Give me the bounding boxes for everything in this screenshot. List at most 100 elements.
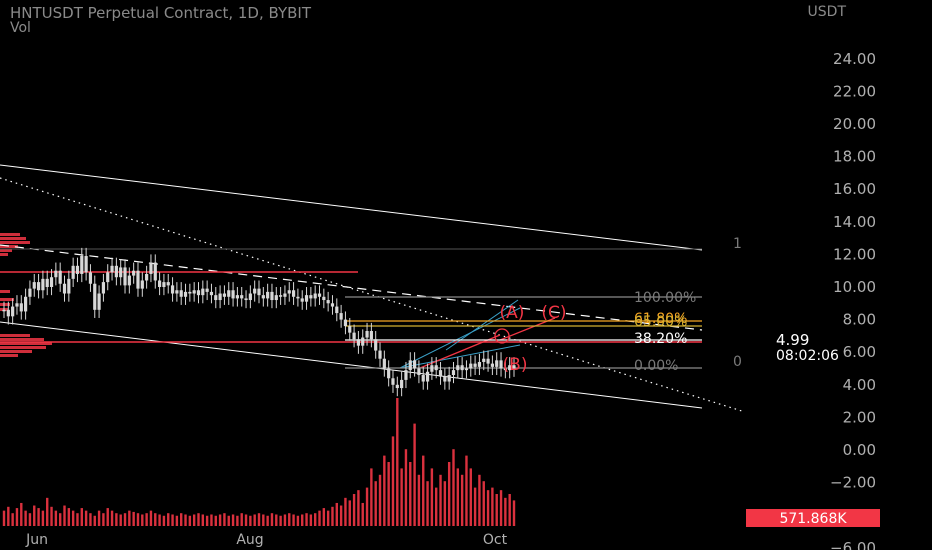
volume-bar <box>223 513 226 526</box>
candle-body <box>106 272 110 283</box>
volume-bar <box>128 510 131 526</box>
volume-indicator-label[interactable]: Vol <box>10 20 31 36</box>
candle-body <box>253 288 257 294</box>
candle-body <box>287 290 291 294</box>
candle-body <box>11 306 15 317</box>
volume-bar <box>58 513 62 526</box>
candle-body <box>136 270 140 289</box>
volume-bar <box>370 468 373 526</box>
volume-bar <box>115 513 118 526</box>
volume-profile <box>0 233 52 357</box>
candles <box>2 247 516 397</box>
elliott-wave-label: (A) <box>500 303 525 323</box>
volume-bar <box>7 506 10 526</box>
fib-level-label: 65.00% <box>634 314 687 330</box>
candle-body <box>222 293 227 297</box>
candle-body <box>348 326 352 333</box>
candle-body <box>425 371 430 382</box>
volume-bar <box>175 515 179 526</box>
candle-body <box>400 379 404 389</box>
volume-profile-bar <box>0 233 20 236</box>
volume-bar <box>309 514 313 526</box>
price-tick-label: 12.00 <box>833 245 876 263</box>
candle-body <box>19 303 23 312</box>
candle-body <box>304 295 309 302</box>
candle-body <box>183 291 188 297</box>
volume-bar <box>456 468 460 526</box>
candle-body <box>378 350 382 359</box>
volume-profile-bar <box>0 334 30 337</box>
candle-body <box>32 282 36 289</box>
candle-body <box>119 267 123 278</box>
volume-bar <box>192 514 196 526</box>
volume-bar <box>54 510 58 526</box>
volume-bar <box>119 514 122 526</box>
candle-body <box>80 256 84 274</box>
price-tick-label: 10.00 <box>833 278 876 296</box>
volume-bar <box>20 502 23 526</box>
candle-body <box>412 360 417 369</box>
volume-bar <box>97 510 101 526</box>
candle-body <box>205 288 209 292</box>
candle-body <box>512 365 516 369</box>
volume-bar <box>387 462 390 526</box>
volume-bar <box>508 494 511 526</box>
volume-bar <box>11 513 14 526</box>
candle-body <box>300 298 304 302</box>
price-tick-label: 14.00 <box>833 213 876 231</box>
volume-bar <box>335 502 338 526</box>
volume-bar <box>417 474 421 526</box>
candle-body <box>456 365 460 371</box>
candle-body <box>503 368 507 371</box>
candle-body <box>326 300 330 304</box>
volume-bar <box>275 514 278 526</box>
volume-bar <box>205 515 209 526</box>
candle-body <box>443 376 447 382</box>
volume-bar <box>37 508 40 526</box>
volume-bar <box>154 513 157 526</box>
volume-profile-bar <box>0 346 46 349</box>
volume-bar <box>41 510 45 526</box>
candle-body <box>36 282 41 291</box>
candle-body <box>322 296 326 301</box>
candle-body <box>88 272 93 284</box>
volume-bar <box>348 500 351 526</box>
volume-bar <box>435 487 438 526</box>
volume-bar <box>270 513 274 526</box>
volume-bar <box>279 515 282 526</box>
candle-body <box>179 290 183 297</box>
price-tick-label: 18.00 <box>833 148 876 166</box>
candle-body <box>145 273 149 281</box>
volume-bar <box>365 487 369 526</box>
volume-bar <box>218 514 222 526</box>
candle-body <box>218 293 222 301</box>
candle-body <box>93 283 97 310</box>
candle-body <box>369 331 373 340</box>
volume-bar <box>28 513 32 526</box>
time-axis: Jun Aug Oct <box>25 532 508 548</box>
volume-bar <box>240 513 243 526</box>
volume-bar <box>257 513 261 526</box>
candle-body <box>157 280 162 287</box>
volume-bar <box>482 481 485 526</box>
candle-body <box>460 365 464 371</box>
volume-bar <box>460 474 464 526</box>
candle-body <box>469 363 473 369</box>
volume-bar <box>352 494 356 526</box>
candle-body <box>339 313 343 320</box>
volume-bar <box>180 513 183 526</box>
volume-bar <box>236 515 239 526</box>
symbol-title[interactable]: HNTUSDT Perpetual Contract, 1D, BYBIT <box>10 4 312 22</box>
candle-body <box>123 267 127 286</box>
candle-body <box>58 270 62 284</box>
volume-bar <box>110 510 114 526</box>
candle-body <box>352 332 356 340</box>
candle-body <box>317 293 322 297</box>
candle-body <box>296 296 300 299</box>
volume-profile-bar <box>0 253 8 256</box>
candle-body <box>101 282 106 294</box>
candle-body <box>330 303 335 307</box>
volume-bar <box>495 494 498 526</box>
candle-body <box>490 363 494 367</box>
